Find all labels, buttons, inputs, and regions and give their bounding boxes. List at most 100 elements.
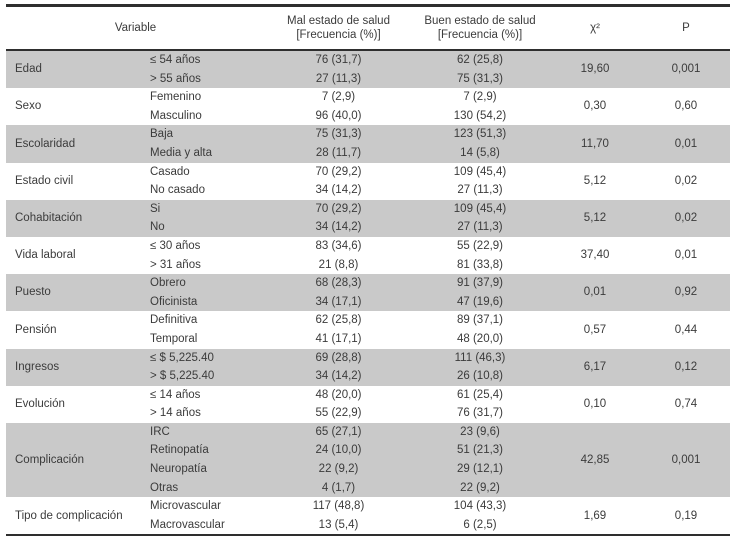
subcategory-cell: Retinopatía — [142, 441, 265, 461]
variable-cell: Complicación — [6, 422, 142, 498]
variable-cell: Evolución — [15, 397, 65, 410]
subcategory-cell: Femenino — [150, 91, 202, 104]
buen-estado-cell: 7 (2,9) — [463, 91, 497, 104]
p-cell: 0,02 — [674, 174, 698, 187]
subcategory-cell: ≤ 30 años — [150, 239, 201, 252]
table-row: > 14 años 55 (22,9) 76 (31,7) — [6, 404, 730, 423]
mal-estado-cell: 4 (1,7) — [265, 478, 412, 498]
table-row: Ingresos ≤ $ 5,225.40 69 (28,8) 111 (46,3) 6… — [6, 348, 730, 386]
chi2-cell: 0,01 — [548, 274, 642, 312]
buen-estado-cell: 27 (11,3) — [412, 218, 548, 237]
col-header-chi2: χ² — [548, 5, 642, 51]
chi2-cell: 42,85 — [548, 422, 642, 498]
p-cell: 0,44 — [674, 323, 698, 336]
buen-estado-cell: 104 (43,3) — [453, 500, 507, 513]
mal-estado-cell: 65 (27,1) — [265, 422, 412, 442]
buen-estado-cell: 81 (33,8) — [456, 258, 504, 271]
buen-estado-cell: 109 (45,4) — [453, 165, 507, 178]
chi2-cell: 6,17 — [548, 348, 642, 386]
buen-estado-cell: 27 (11,3) — [457, 184, 503, 197]
subcategory-cell: ≤ 54 años — [142, 50, 265, 70]
table-row: > 31 años 21 (8,8) 81 (33,8) — [6, 256, 730, 275]
mal-estado-cell: 55 (22,9) — [315, 407, 362, 420]
table-row: > $ 5,225.40 34 (14,2) 26 (10,8) — [6, 367, 730, 386]
chi2-cell: 0,30 — [583, 100, 607, 113]
table-row: Macrovascular 13 (5,4) 6 (2,5) — [6, 516, 730, 536]
subcategory-cell: Microvascular — [150, 500, 221, 513]
buen-estado-cell: 111 (46,3) — [412, 348, 548, 368]
statistics-table: Variable Mal estado de salud [Frecuencia… — [6, 4, 730, 537]
p-cell: 0,001 — [642, 422, 730, 498]
buen-estado-cell: 55 (22,9) — [456, 239, 504, 252]
table-row: Neuropatía 22 (9,2) 29 (12,1) — [6, 460, 730, 479]
table-row: > 55 años 27 (11,3) 75 (31,3) — [6, 69, 730, 89]
chi2-cell: 37,40 — [580, 249, 610, 262]
table-row: Estado civil Casado 70 (29,2) 109 (45,4) 5,1… — [6, 163, 730, 187]
col-header-chi2-label: χ² — [590, 22, 600, 34]
chi2-cell: 0,10 — [583, 397, 607, 410]
mal-estado-cell: 13 (5,4) — [318, 518, 359, 531]
buen-estado-cell: 26 (10,8) — [412, 367, 548, 386]
buen-estado-cell: 62 (25,8) — [412, 50, 548, 70]
buen-estado-cell: 89 (37,1) — [456, 314, 504, 327]
p-cell: 0,02 — [642, 199, 730, 237]
buen-estado-cell: 109 (45,4) — [412, 199, 548, 219]
col-header-mal-estado: Mal estado de salud [Frecuencia (%)] — [265, 5, 412, 51]
chi2-cell: 0,57 — [583, 323, 607, 336]
variable-cell: Ingresos — [6, 348, 142, 386]
table-row: No casado 34 (14,2) 27 (11,3) — [6, 181, 730, 200]
subcategory-cell: ≤ $ 5,225.40 — [142, 348, 265, 368]
buen-estado-cell: 6 (2,5) — [463, 518, 497, 531]
subcategory-cell: Obrero — [142, 274, 265, 293]
subcategory-cell: Neuropatía — [142, 460, 265, 479]
variable-cell: Puesto — [6, 274, 142, 312]
mal-estado-cell: 68 (28,3) — [265, 274, 412, 293]
p-cell: 0,01 — [674, 249, 698, 262]
subcategory-cell: Media y alta — [142, 143, 265, 163]
buen-estado-cell: 23 (9,6) — [412, 422, 548, 442]
subcategory-cell: IRC — [142, 422, 265, 442]
p-cell: 0,12 — [642, 348, 730, 386]
buen-estado-cell: 61 (25,4) — [456, 388, 504, 401]
buen-estado-cell: 123 (51,3) — [412, 125, 548, 144]
buen-estado-cell: 91 (37,9) — [412, 274, 548, 293]
col-header-p-label: P — [682, 22, 690, 34]
subcategory-cell: Baja — [142, 125, 265, 144]
mal-estado-cell: 70 (29,2) — [265, 199, 412, 219]
p-cell: 0,01 — [642, 125, 730, 163]
subcategory-cell: Masculino — [150, 109, 202, 122]
table-row: Oficinista 34 (17,1) 47 (19,6) — [6, 292, 730, 312]
table-row: Escolaridad Baja 75 (31,3) 123 (51,3) 11,70 0… — [6, 125, 730, 163]
subcategory-cell: Macrovascular — [150, 518, 225, 531]
mal-estado-cell: 34 (14,2) — [315, 184, 362, 197]
table-row: Tipo de complicación Microvascular 117 (48… — [6, 497, 730, 521]
mal-estado-cell: 7 (2,9) — [321, 91, 356, 104]
variable-cell: Estado civil — [15, 174, 74, 187]
col-header-buen-estado: Buen estado de salud [Frecuencia (%)] — [412, 5, 548, 51]
subcategory-cell: Otras — [142, 478, 265, 498]
table-row: Pensión Definitiva 62 (25,8) 89 (37,1) 0,57 0… — [6, 311, 730, 335]
subcategory-cell: Si — [142, 199, 265, 219]
buen-estado-cell: 75 (31,3) — [412, 69, 548, 89]
mal-estado-cell: 75 (31,3) — [265, 125, 412, 144]
chi2-cell: 5,12 — [548, 199, 642, 237]
col-header-buen-estado-line2: [Frecuencia (%)] — [437, 29, 523, 41]
p-cell: 0,001 — [642, 50, 730, 89]
table-row: Retinopatía 24 (10,0) 51 (21,3) — [6, 441, 730, 461]
buen-estado-cell: 51 (21,3) — [412, 441, 548, 461]
mal-estado-cell: 22 (9,2) — [265, 460, 412, 479]
mal-estado-cell: 69 (28,8) — [265, 348, 412, 368]
chi2-cell: 11,70 — [548, 125, 642, 163]
mal-estado-cell: 76 (31,7) — [265, 50, 412, 70]
mal-estado-cell: 28 (11,7) — [265, 143, 412, 163]
chi2-cell: 1,69 — [583, 509, 607, 522]
subcategory-cell: Casado — [150, 165, 190, 178]
buen-estado-cell: 76 (31,7) — [456, 407, 504, 420]
col-header-mal-estado-line2: [Frecuencia (%)] — [296, 29, 381, 41]
col-header-mal-estado-line1: Mal estado de salud — [287, 15, 390, 27]
mal-estado-cell: 70 (29,2) — [315, 165, 362, 178]
variable-cell: Tipo de complicación — [15, 509, 123, 522]
mal-estado-cell: 34 (14,2) — [265, 218, 412, 237]
buen-estado-cell: 48 (20,0) — [456, 332, 504, 345]
subcategory-cell: No casado — [150, 184, 205, 197]
